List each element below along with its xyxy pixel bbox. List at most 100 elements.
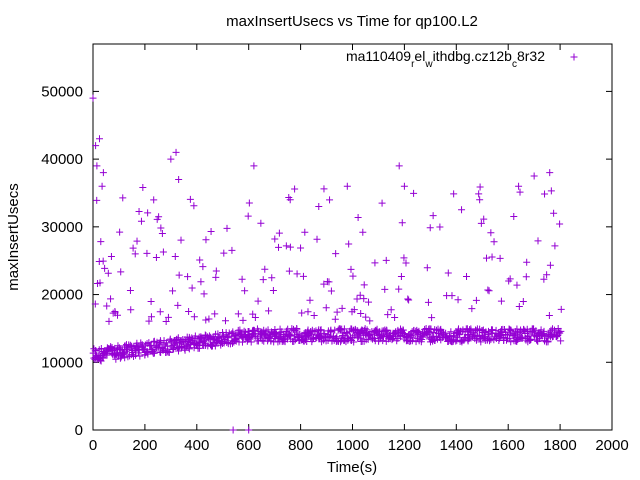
data-point	[378, 199, 386, 207]
data-point	[261, 265, 269, 273]
data-point	[354, 214, 362, 222]
data-point	[392, 331, 400, 339]
data-point	[423, 264, 431, 272]
data-point	[155, 213, 163, 221]
data-point	[220, 249, 228, 257]
data-point	[454, 296, 462, 304]
data-point	[384, 311, 392, 319]
data-point	[162, 339, 170, 347]
data-point	[429, 212, 437, 220]
data-point	[342, 329, 350, 337]
data-point	[556, 329, 564, 337]
data-point	[408, 337, 416, 345]
data-point	[308, 338, 316, 346]
data-point	[350, 306, 358, 314]
data-point-outlier	[99, 169, 107, 177]
data-point	[185, 345, 193, 353]
data-point-outlier	[245, 426, 253, 434]
data-point	[107, 252, 115, 260]
data-point-outlier	[229, 426, 237, 434]
data-point	[150, 196, 158, 204]
data-point	[156, 348, 164, 356]
axis-ticks	[92, 44, 613, 431]
data-point-outlier	[530, 172, 538, 180]
data-points	[89, 94, 565, 434]
data-point	[306, 296, 314, 304]
data-point	[426, 224, 434, 232]
data-point	[298, 309, 306, 317]
legend-label-part: w	[424, 59, 433, 70]
data-point	[365, 298, 373, 306]
data-point	[388, 336, 396, 344]
data-point	[544, 338, 552, 346]
data-point	[391, 314, 399, 322]
data-point	[418, 336, 426, 344]
data-point	[410, 189, 418, 197]
data-point	[327, 328, 335, 336]
data-point	[202, 236, 210, 244]
data-point	[169, 287, 177, 295]
data-point	[101, 264, 109, 272]
data-point	[129, 244, 137, 252]
data-point	[381, 285, 389, 293]
data-point	[196, 256, 204, 264]
data-point	[488, 326, 496, 334]
legend-label-part: el	[414, 48, 425, 64]
data-point	[407, 332, 415, 340]
data-point	[487, 229, 495, 237]
data-point	[456, 337, 464, 345]
data-point	[247, 338, 255, 346]
x-tick-label: 1800	[543, 437, 576, 454]
data-point	[424, 298, 432, 306]
data-point	[510, 212, 518, 220]
data-point-outlier	[400, 182, 408, 190]
x-tick-label: 200	[132, 437, 157, 454]
y-tick-label: 20000	[41, 287, 83, 304]
x-tick-label: 400	[184, 437, 209, 454]
data-point	[371, 259, 379, 267]
data-point	[507, 338, 515, 346]
data-point	[322, 304, 330, 312]
data-point	[543, 334, 551, 342]
data-point	[379, 337, 387, 345]
data-point	[472, 296, 480, 304]
data-point	[133, 237, 141, 245]
data-point	[291, 185, 299, 193]
data-point	[143, 249, 151, 257]
data-point	[135, 207, 143, 215]
data-point	[190, 202, 198, 210]
data-point	[557, 337, 565, 345]
data-point	[99, 257, 107, 265]
data-point	[325, 278, 333, 286]
data-point	[357, 310, 365, 318]
data-point	[285, 267, 293, 275]
data-point	[395, 285, 403, 293]
data-point	[320, 280, 328, 288]
data-point	[127, 306, 135, 314]
data-point	[245, 199, 253, 207]
data-point	[399, 326, 407, 334]
data-point	[197, 333, 205, 341]
data-point	[126, 286, 134, 294]
y-tick-label: 0	[75, 422, 83, 439]
data-point	[546, 261, 554, 269]
data-point	[103, 302, 111, 310]
data-point	[513, 281, 521, 289]
data-point	[497, 297, 505, 305]
data-point	[211, 342, 219, 350]
data-point-outlier	[515, 182, 523, 190]
data-point	[174, 301, 182, 309]
chart-title: maxInsertUsecs vs Time for qp100.L2	[226, 13, 478, 30]
data-point	[301, 228, 309, 236]
data-point	[360, 295, 368, 303]
data-point	[483, 254, 491, 262]
data-point	[205, 315, 213, 323]
data-point	[93, 196, 101, 204]
data-point	[119, 194, 127, 202]
data-point	[269, 286, 277, 294]
data-point	[480, 215, 488, 223]
x-tick-label: 800	[288, 437, 313, 454]
data-point	[444, 269, 452, 277]
data-point	[174, 347, 182, 355]
legend-label-part: ma110409	[346, 48, 411, 64]
